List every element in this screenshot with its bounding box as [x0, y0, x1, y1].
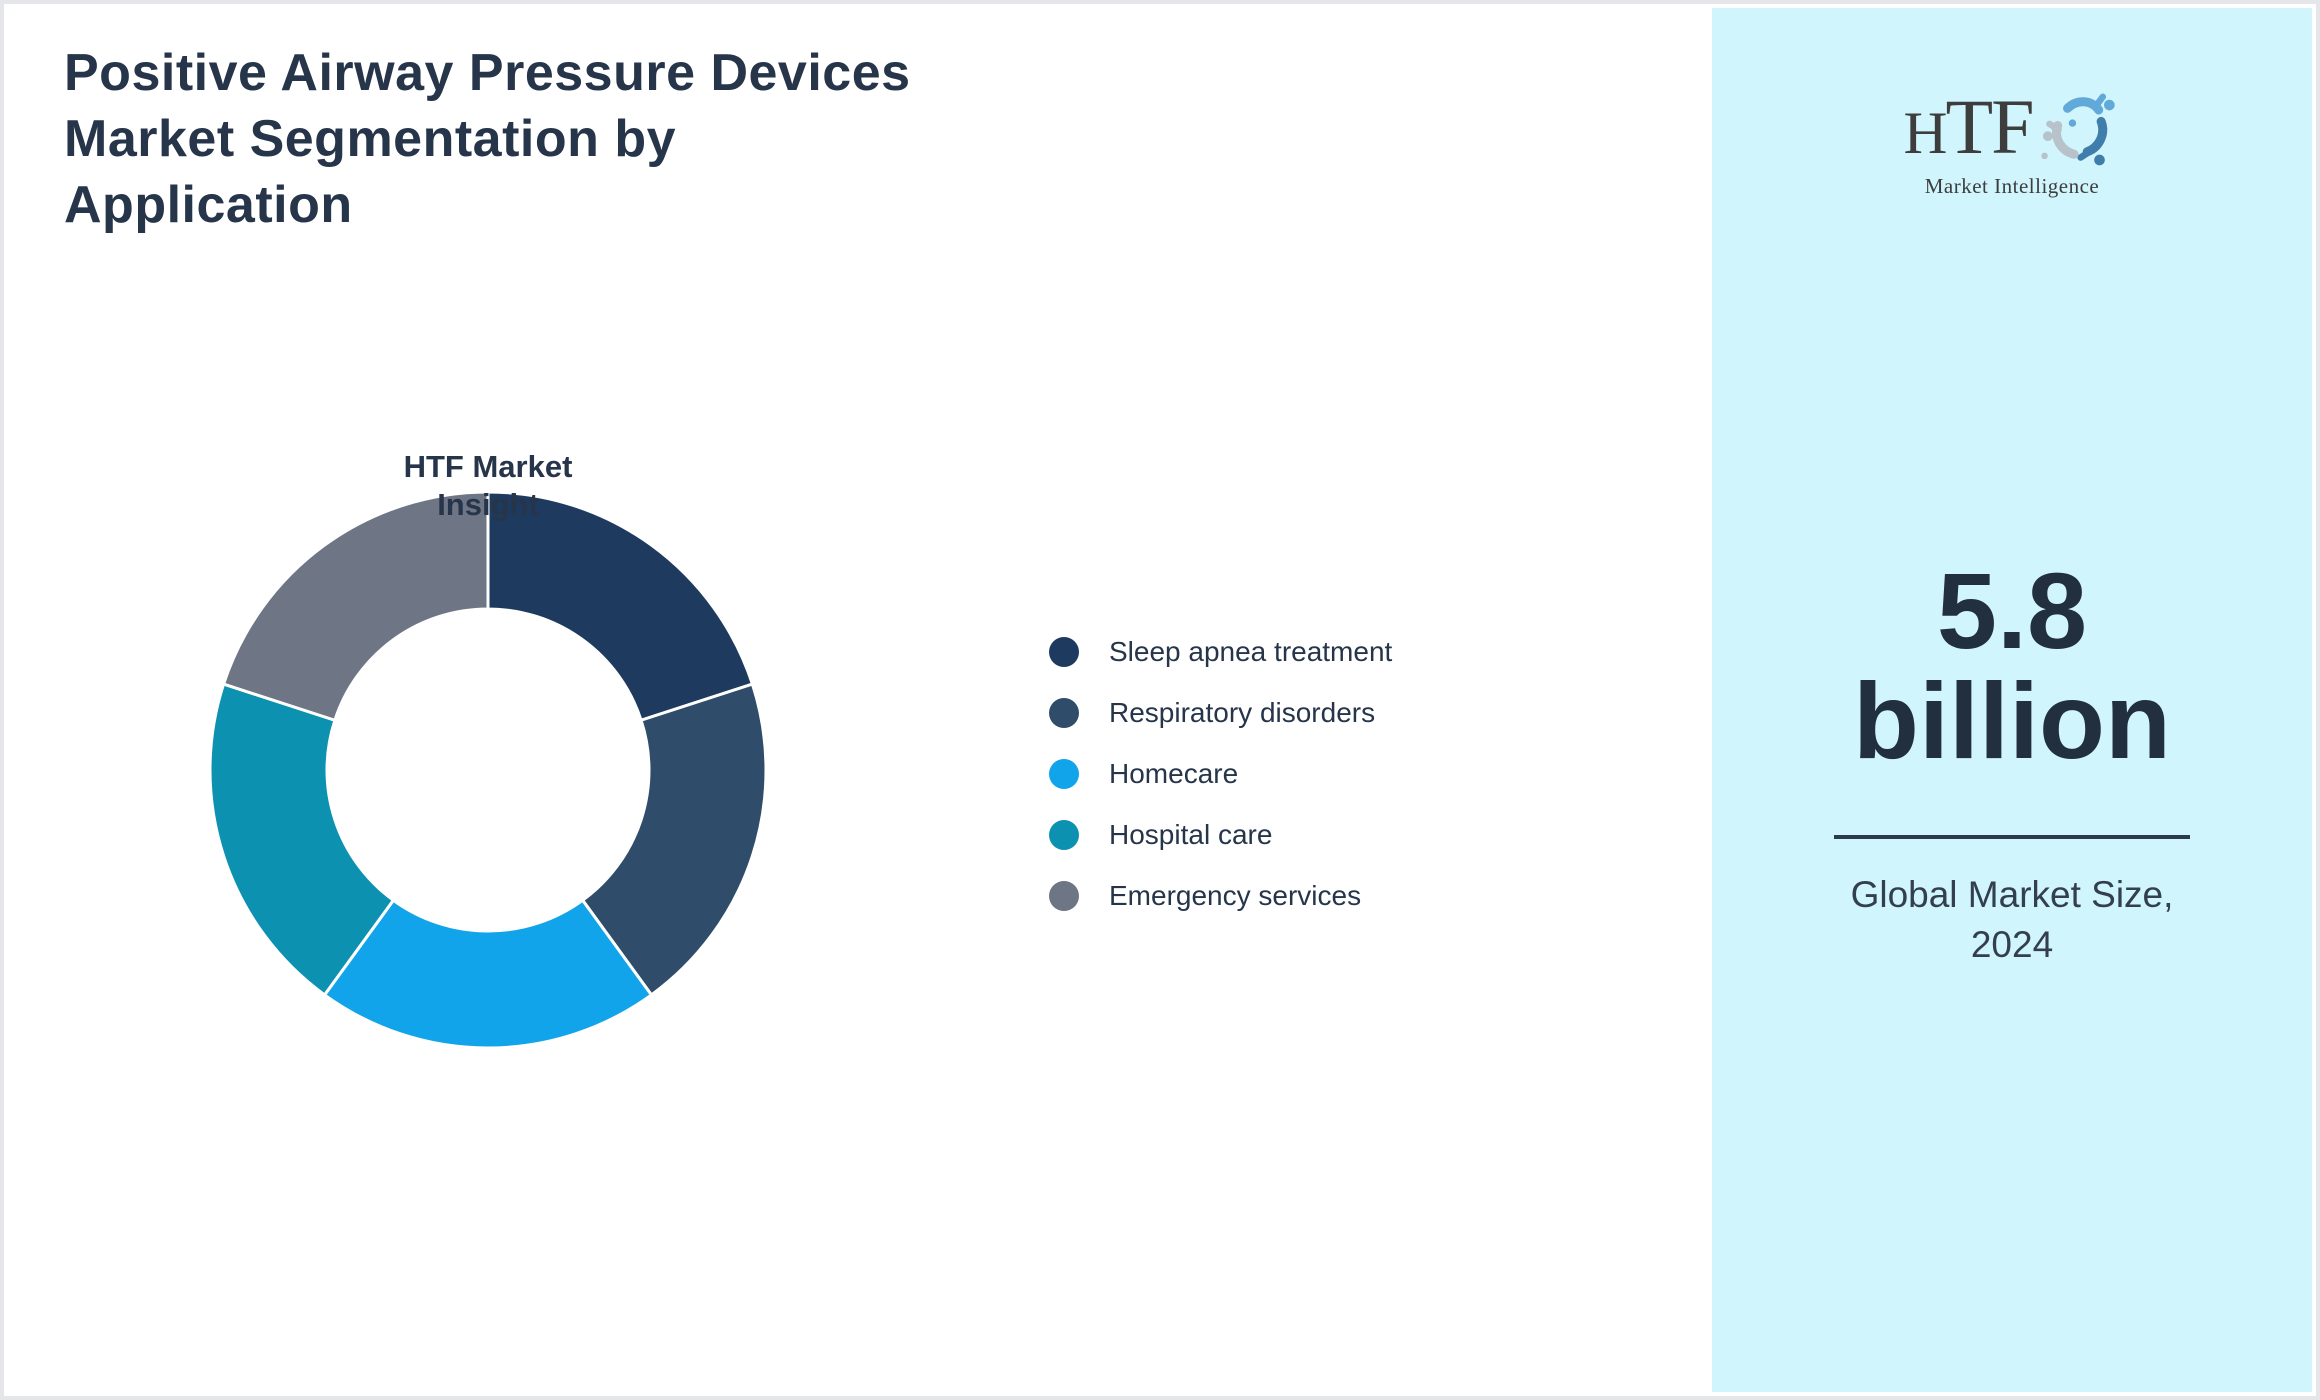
- market-size-caption-line-1: Global Market Size,: [1850, 874, 2174, 915]
- market-size-caption: Global Market Size, 2024: [1712, 870, 2312, 970]
- market-size-divider: [1834, 835, 2190, 839]
- donut-center-label-text: HTF Market Insight: [403, 449, 573, 522]
- legend-item-homecare: Homecare: [1049, 758, 1392, 789]
- market-size-caption-line-2: 2024: [1970, 924, 2054, 965]
- page-title: Positive Airway Pressure Devices Market …: [64, 40, 911, 238]
- donut-svg: [208, 490, 768, 1050]
- legend-swatch-icon: [1049, 881, 1079, 911]
- htf-logo: HTF: [1712, 86, 2312, 199]
- donut-segment-1: [580, 682, 768, 998]
- legend-item-emergency-services: Emergency services: [1049, 880, 1392, 911]
- legend-label: Hospital care: [1109, 819, 1273, 850]
- legend-swatch-icon: [1049, 820, 1079, 850]
- page-title-line-1: Positive Airway Pressure Devices: [64, 44, 911, 102]
- legend-label: Respiratory disorders: [1109, 697, 1376, 728]
- htf-logo-subtext: Market Intelligence: [1924, 174, 2100, 198]
- legend-item-sleep-apnea-treatment: Sleep apnea treatment: [1049, 636, 1393, 667]
- market-size-value-number: 5.8: [1936, 550, 2088, 671]
- legend-item-respiratory-disorders: Respiratory disorders: [1049, 697, 1392, 728]
- legend-swatch-icon: [1049, 698, 1079, 728]
- page-title-line-3: Application: [64, 176, 353, 234]
- legend-label: Emergency services: [1109, 880, 1362, 911]
- donut-chart: [198, 480, 778, 1060]
- htf-logo-swirl-icon: [2041, 93, 2116, 166]
- legend-swatch-icon: [1049, 759, 1079, 789]
- legend-label: Homecare: [1109, 758, 1239, 789]
- htf-logo-text: HTF: [1903, 83, 2035, 170]
- legend-swatch-icon: [1049, 637, 1079, 667]
- legend-item-hospital-care: Hospital care: [1049, 819, 1392, 850]
- donut-segment-4: [221, 490, 490, 723]
- legend-label: Sleep apnea treatment: [1109, 636, 1393, 667]
- sidebar: HTF: [1712, 8, 2312, 1392]
- donut-segment-3: [208, 682, 396, 998]
- chart-legend: Sleep apnea treatment Respiratory disord…: [1049, 636, 1393, 942]
- donut-segment-2: [322, 898, 654, 1050]
- market-size-value: 5.8 billion: [1712, 556, 2312, 776]
- market-size-value-unit: billion: [1853, 660, 2171, 781]
- donut-segment-0: [486, 490, 755, 723]
- donut-center-label: HTF Market Insight: [168, 448, 808, 524]
- page-title-line-2: Market Segmentation by: [64, 110, 677, 168]
